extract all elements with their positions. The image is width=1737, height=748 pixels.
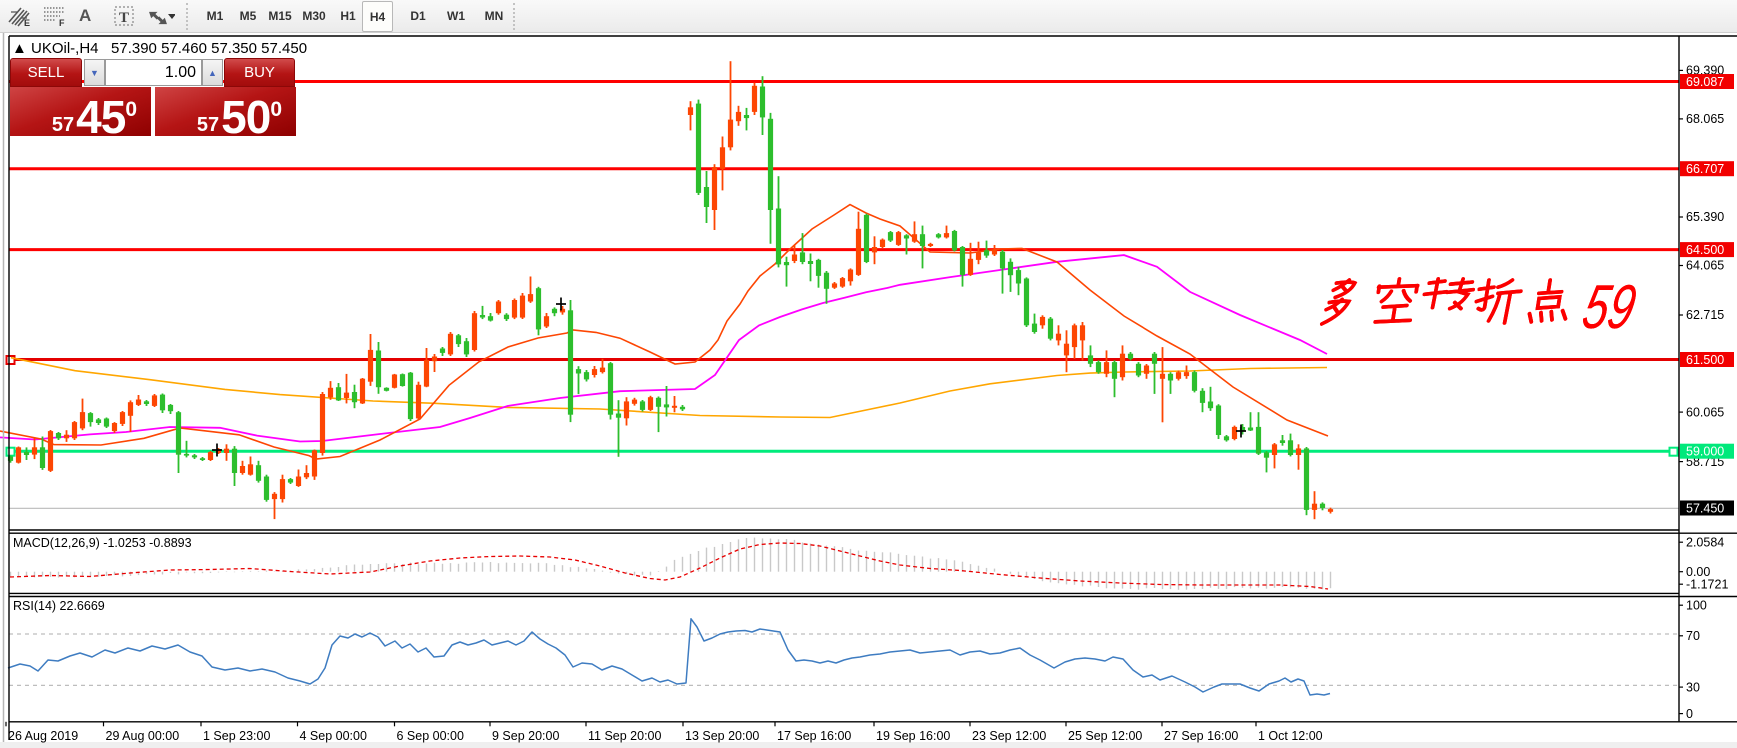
svg-text:70: 70 (1686, 629, 1700, 643)
svg-text:13 Sep 20:00: 13 Sep 20:00 (685, 729, 759, 743)
svg-text:17 Sep 16:00: 17 Sep 16:00 (777, 729, 851, 743)
svg-text:57.450: 57.450 (1686, 502, 1724, 516)
svg-text:RSI(14) 22.6669: RSI(14) 22.6669 (13, 599, 105, 613)
svg-text:0.00: 0.00 (1686, 565, 1710, 579)
svg-text:60.065: 60.065 (1686, 405, 1724, 419)
svg-text:4 Sep 00:00: 4 Sep 00:00 (300, 729, 367, 743)
svg-text:30: 30 (1686, 680, 1700, 694)
svg-text:19 Sep 16:00: 19 Sep 16:00 (876, 729, 950, 743)
svg-text:27 Sep 16:00: 27 Sep 16:00 (1164, 729, 1238, 743)
svg-text:64.500: 64.500 (1686, 243, 1724, 257)
svg-text:0: 0 (1686, 707, 1693, 721)
svg-text:25 Sep 12:00: 25 Sep 12:00 (1068, 729, 1142, 743)
svg-text:1 Sep 23:00: 1 Sep 23:00 (203, 729, 270, 743)
svg-text:-1.1721: -1.1721 (1686, 577, 1728, 591)
svg-text:E: E (24, 18, 30, 28)
svg-text:MACD(12,26,9) -1.0253 -0.8893: MACD(12,26,9) -1.0253 -0.8893 (13, 536, 192, 550)
svg-text:65.390: 65.390 (1686, 210, 1724, 224)
svg-text:6 Sep 00:00: 6 Sep 00:00 (397, 729, 464, 743)
svg-text:11 Sep 20:00: 11 Sep 20:00 (588, 729, 661, 743)
svg-text:61.500: 61.500 (1686, 353, 1724, 367)
svg-text:66.707: 66.707 (1686, 162, 1724, 176)
svg-text:68.065: 68.065 (1686, 112, 1724, 126)
svg-text:T: T (119, 10, 129, 26)
svg-text:69.087: 69.087 (1686, 75, 1724, 89)
svg-text:29 Aug 00:00: 29 Aug 00:00 (106, 729, 180, 743)
svg-text:1 Oct 12:00: 1 Oct 12:00 (1258, 729, 1323, 743)
svg-text:2.0584: 2.0584 (1686, 535, 1724, 549)
svg-text:23 Sep 12:00: 23 Sep 12:00 (972, 729, 1046, 743)
svg-text:62.715: 62.715 (1686, 308, 1724, 322)
svg-text:F: F (59, 18, 65, 28)
svg-text:9 Sep 20:00: 9 Sep 20:00 (492, 729, 559, 743)
svg-text:64.065: 64.065 (1686, 259, 1724, 273)
svg-text:59.000: 59.000 (1686, 445, 1724, 459)
svg-text:26 Aug 2019: 26 Aug 2019 (8, 729, 78, 743)
svg-text:100: 100 (1686, 598, 1707, 612)
